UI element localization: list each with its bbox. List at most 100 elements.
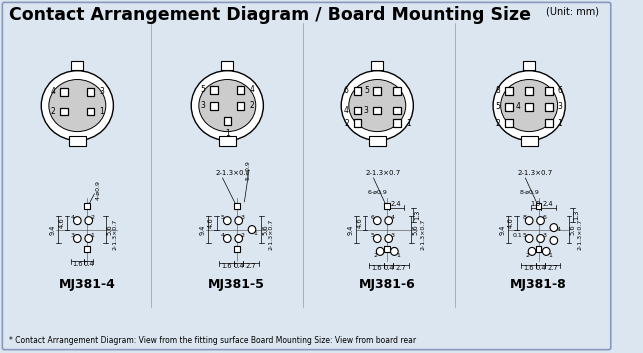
Bar — [224, 118, 231, 125]
Text: 5: 5 — [496, 102, 501, 111]
Bar — [505, 103, 513, 110]
Text: 5.6: 5.6 — [412, 224, 418, 235]
Text: 4: 4 — [221, 233, 224, 238]
Circle shape — [376, 247, 384, 255]
Text: 8: 8 — [496, 86, 501, 95]
Bar — [210, 102, 218, 109]
Bar — [374, 107, 381, 114]
Circle shape — [550, 237, 557, 245]
Circle shape — [390, 247, 398, 255]
Bar — [237, 86, 244, 94]
Text: 2-1.3×0.7: 2-1.3×0.7 — [113, 219, 118, 250]
Bar — [237, 102, 244, 109]
Text: 9.4: 9.4 — [348, 224, 354, 235]
Text: 5.6: 5.6 — [570, 224, 576, 235]
Bar — [60, 108, 68, 115]
Text: 4: 4 — [390, 215, 394, 220]
Bar — [394, 87, 401, 95]
Text: 2-1.3×0.7: 2-1.3×0.7 — [421, 219, 425, 250]
Text: 2.7: 2.7 — [395, 265, 406, 271]
Ellipse shape — [41, 71, 113, 140]
Text: 6: 6 — [543, 215, 547, 220]
Bar — [505, 119, 513, 127]
Ellipse shape — [191, 71, 264, 140]
Text: 4: 4 — [557, 227, 561, 232]
Text: 6: 6 — [370, 215, 374, 220]
Text: 3: 3 — [240, 215, 244, 220]
Text: 1: 1 — [396, 253, 400, 258]
Circle shape — [385, 217, 392, 225]
Text: 1: 1 — [548, 253, 552, 258]
Text: 2: 2 — [249, 101, 254, 110]
Text: 4.6: 4.6 — [356, 217, 362, 228]
Text: 1.6: 1.6 — [72, 261, 82, 267]
Bar — [234, 203, 240, 209]
Circle shape — [543, 247, 550, 255]
Bar — [384, 246, 390, 252]
Text: 4: 4 — [51, 87, 55, 96]
Text: Contact Arrangement Diagram / Board Mounting Size: Contact Arrangement Diagram / Board Moun… — [9, 6, 531, 24]
Text: 2: 2 — [240, 233, 244, 238]
FancyBboxPatch shape — [3, 2, 611, 349]
Text: 2-1.3×0.7: 2-1.3×0.7 — [269, 219, 273, 250]
Text: 2: 2 — [496, 119, 501, 128]
Text: 2.4: 2.4 — [391, 201, 402, 207]
Bar — [394, 119, 401, 127]
Bar — [84, 203, 89, 209]
Text: 4: 4 — [249, 85, 254, 94]
Text: 4.6: 4.6 — [508, 217, 514, 228]
Text: MJ381-8: MJ381-8 — [511, 278, 567, 291]
Circle shape — [550, 224, 557, 232]
Text: 2.4: 2.4 — [543, 201, 554, 207]
Bar — [523, 61, 536, 70]
Bar — [384, 203, 390, 209]
Text: 4: 4 — [71, 215, 75, 220]
Text: 2.7: 2.7 — [548, 265, 558, 271]
Circle shape — [235, 217, 242, 225]
Text: 2: 2 — [51, 107, 55, 116]
Bar — [374, 87, 381, 95]
Text: 1: 1 — [557, 119, 563, 128]
Text: MJ381-5: MJ381-5 — [208, 278, 265, 291]
Circle shape — [73, 234, 81, 243]
Bar — [505, 87, 513, 95]
Text: 3: 3 — [99, 87, 104, 96]
Bar — [545, 87, 553, 95]
Text: 2: 2 — [374, 253, 377, 258]
Circle shape — [537, 234, 545, 243]
Text: 6-ø0.9: 6-ø0.9 — [367, 189, 387, 195]
Text: (Unit: mm): (Unit: mm) — [547, 6, 599, 16]
Text: 8-ø0.9: 8-ø0.9 — [519, 189, 539, 195]
Circle shape — [374, 217, 381, 225]
Text: 1: 1 — [91, 233, 95, 238]
Ellipse shape — [501, 79, 557, 132]
Text: 1.6: 1.6 — [371, 265, 381, 271]
Circle shape — [248, 226, 256, 234]
Bar — [71, 61, 84, 70]
Ellipse shape — [49, 79, 106, 132]
Bar — [525, 87, 533, 95]
Text: 1: 1 — [406, 119, 410, 128]
Text: 3: 3 — [542, 233, 547, 238]
Bar — [354, 119, 361, 127]
Bar — [536, 246, 541, 252]
Text: 4.6: 4.6 — [58, 217, 64, 228]
Text: 9.4: 9.4 — [50, 224, 56, 235]
Text: 4.6: 4.6 — [208, 217, 214, 228]
Bar — [545, 103, 553, 110]
Text: 6: 6 — [344, 86, 349, 95]
Ellipse shape — [349, 79, 406, 132]
Text: 5.6: 5.6 — [262, 224, 268, 235]
Text: 0.4: 0.4 — [535, 265, 546, 271]
Text: 8: 8 — [523, 215, 527, 220]
Bar — [219, 136, 236, 145]
Text: 1.3: 1.3 — [414, 210, 420, 220]
Circle shape — [528, 247, 536, 255]
Text: 3: 3 — [71, 233, 75, 238]
Text: 2: 2 — [91, 215, 95, 220]
Text: 2-1.3×0.7: 2-1.3×0.7 — [366, 170, 401, 176]
Circle shape — [525, 234, 533, 243]
Circle shape — [85, 217, 93, 225]
Text: 5: 5 — [221, 215, 224, 220]
Text: 1.6: 1.6 — [523, 265, 534, 271]
